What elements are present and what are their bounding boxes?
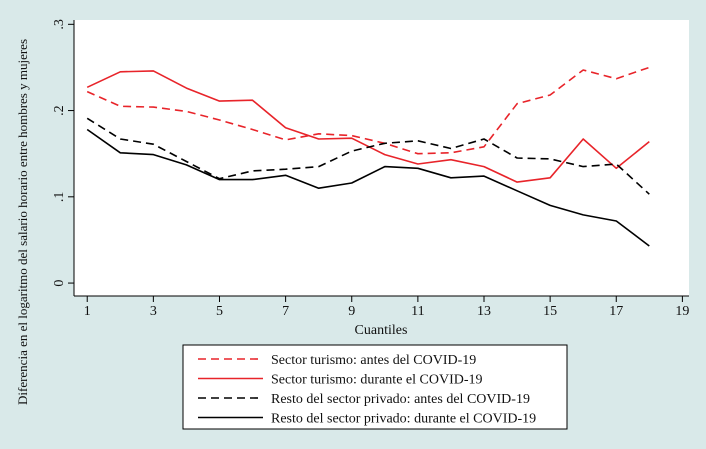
x-tick-label: 11 xyxy=(411,304,424,319)
legend-label-3: Resto del sector privado: antes del COVI… xyxy=(271,392,530,407)
x-tick-label: 9 xyxy=(348,304,355,319)
legend-label-1: Sector turismo: antes del COVID-19 xyxy=(271,353,476,368)
series-line-3 xyxy=(86,117,650,195)
axes: 1 3 5 7 9 11 13 15 17 190.1.2.3 xyxy=(52,19,689,319)
x-tick-label: 1 xyxy=(84,304,91,319)
y-axis-label: Diferencia en el logaritmo del salario h… xyxy=(15,39,30,405)
x-axis-label: Cuantiles xyxy=(355,323,408,338)
x-tick-label: 17 xyxy=(609,304,623,319)
x-tick-label: 15 xyxy=(543,304,557,319)
x-tick-label: 13 xyxy=(477,304,491,319)
legend-label-2: Sector turismo: durante el COVID-19 xyxy=(271,373,483,388)
series-line-1 xyxy=(86,66,650,155)
y-tick-label: .3 xyxy=(52,19,67,30)
y-tick-label: 0 xyxy=(52,280,67,287)
plot-area xyxy=(74,20,689,296)
series-line-4 xyxy=(86,128,650,247)
x-tick-label: 3 xyxy=(150,304,157,319)
legend-box xyxy=(182,344,568,430)
legend-label-4: Resto del sector privado: durante el COV… xyxy=(271,412,536,427)
legend: Sector turismo: antes del COVID-19 Sector… xyxy=(182,344,568,430)
x-tick-label: 7 xyxy=(282,304,289,319)
series-lines xyxy=(86,66,650,247)
y-tick-label: .1 xyxy=(52,192,67,203)
y-tick-label: .2 xyxy=(52,105,67,116)
x-tick-label: 5 xyxy=(216,304,223,319)
x-tick-label: 19 xyxy=(675,304,689,319)
